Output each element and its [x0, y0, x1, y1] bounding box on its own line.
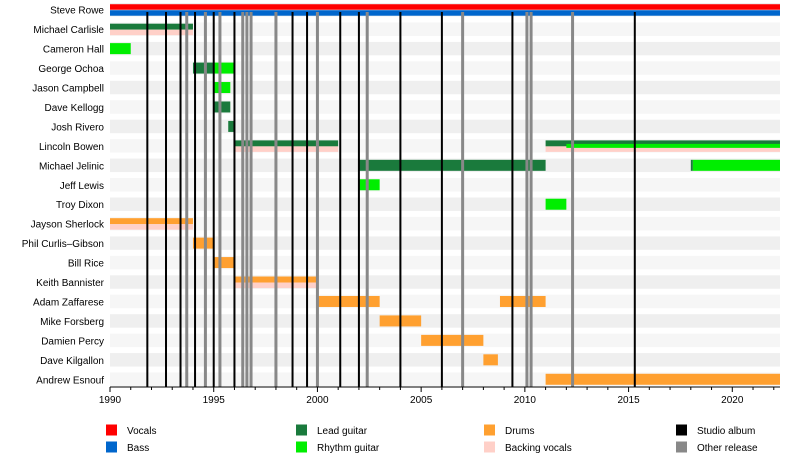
legend: Vocals Bass Lead guitar Rhythm guitar Drums B… [106, 424, 758, 454]
legend-label: Lead guitar [317, 426, 368, 437]
legend-label: Rhythm guitar [317, 443, 380, 454]
bar-rhythm-guitar [566, 143, 780, 148]
bar-drums [110, 218, 193, 225]
legend-swatch [484, 424, 495, 436]
row-stripe [110, 100, 780, 114]
member-label: Mike Forsberg [40, 317, 104, 328]
legend-label: Bass [127, 443, 149, 454]
row-stripe [110, 61, 780, 75]
row-stripe [110, 236, 780, 250]
row-stripe [110, 275, 780, 289]
member-label: Jason Campbell [32, 84, 104, 95]
legend-swatch [106, 441, 117, 453]
member-label: Phil Curlis–Gibson [22, 239, 104, 250]
bar-drums [483, 354, 498, 366]
legend-swatch [676, 424, 687, 436]
x-tick-label: 2020 [721, 395, 744, 406]
bar-backing-vocals [110, 224, 193, 230]
member-label: George Ochoa [38, 64, 104, 75]
x-axis: 1990 1995 2000 2005 2010 2015 2020 [99, 386, 780, 406]
bar-rhythm-guitar [213, 82, 231, 94]
member-label: Jayson Sherlock [31, 220, 105, 231]
bar-bass [110, 10, 780, 16]
row-stripe [110, 353, 780, 367]
legend-label: Studio album [697, 426, 755, 437]
x-tick-label: 2010 [514, 395, 537, 406]
bar-drums [192, 237, 214, 249]
bar-vocals [110, 4, 780, 10]
member-label: Josh Rivero [51, 122, 104, 133]
membership-bars [110, 4, 780, 385]
legend-label: Vocals [127, 426, 156, 437]
x-tick-label: 1990 [99, 395, 122, 406]
legend-swatch [106, 424, 117, 436]
row-stripe [110, 197, 780, 211]
legend-swatch [484, 441, 495, 453]
bar-backing-vocals [545, 146, 780, 152]
member-label: Adam Zaffarese [33, 297, 104, 308]
bar-rhythm-guitar [692, 159, 780, 171]
x-tick-label: 2005 [410, 395, 433, 406]
bar-rhythm-guitar [545, 198, 567, 210]
member-label: Damien Percy [41, 336, 104, 347]
bar-lead-guitar [192, 62, 214, 74]
member-label: Bill Rice [68, 259, 105, 270]
bar-lead-guitar [358, 159, 546, 171]
row-stripe [110, 22, 780, 36]
bar-lead-guitar [234, 140, 339, 147]
row-stripe [110, 41, 780, 56]
bar-drums [421, 334, 484, 346]
legend-label: Other release [697, 443, 758, 454]
row-stripe [110, 314, 780, 328]
member-label: Keith Bannister [36, 278, 104, 289]
row-stripe [110, 119, 780, 134]
legend-label: Drums [505, 426, 534, 437]
bar-backing-vocals [110, 29, 193, 36]
row-stripe [110, 178, 780, 192]
member-label: Dave Kellogg [45, 103, 104, 114]
member-label: Andrew Esnouf [36, 375, 104, 386]
bar-rhythm-guitar [110, 43, 131, 55]
legend-swatch [296, 424, 307, 436]
member-label: Cameron Hall [43, 45, 104, 56]
legend-swatch [676, 441, 687, 453]
bar-backing-vocals [234, 146, 339, 152]
member-label: Steve Rowe [50, 6, 104, 17]
bar-drums [213, 257, 235, 269]
bar-lead-guitar [213, 101, 231, 113]
x-tick-label: 2015 [617, 395, 640, 406]
bar-drums [317, 295, 380, 307]
member-label: Michael Carlisle [33, 25, 104, 36]
member-label: Dave Kilgallon [40, 356, 104, 367]
member-label: Jeff Lewis [60, 181, 104, 192]
row-stripes [110, 3, 780, 386]
member-label: Michael Jelinic [39, 161, 104, 172]
row-stripe [110, 255, 780, 270]
bar-lead-guitar [690, 159, 693, 171]
row-stripe [110, 294, 780, 309]
bar-rhythm-guitar [213, 62, 235, 74]
bar-drums [499, 295, 546, 307]
member-label: Lincoln Bowen [39, 142, 104, 153]
bar-rhythm-guitar [358, 179, 380, 191]
legend-label: Backing vocals [505, 443, 572, 454]
row-stripe [110, 80, 780, 95]
bar-lead-guitar [228, 120, 235, 132]
row-stripe [110, 216, 780, 231]
bar-drums [545, 373, 780, 385]
legend-swatch [296, 441, 307, 453]
member-label: Troy Dixon [56, 200, 104, 211]
bar-lead-guitar [545, 140, 780, 147]
bar-lead-guitar [110, 23, 193, 30]
x-tick-label: 2000 [306, 395, 329, 406]
x-tick-label: 1995 [203, 395, 226, 406]
release-lines [146, 12, 636, 387]
member-labels: Steve Rowe Michael Carlisle Cameron Hall Ge… [22, 6, 105, 387]
